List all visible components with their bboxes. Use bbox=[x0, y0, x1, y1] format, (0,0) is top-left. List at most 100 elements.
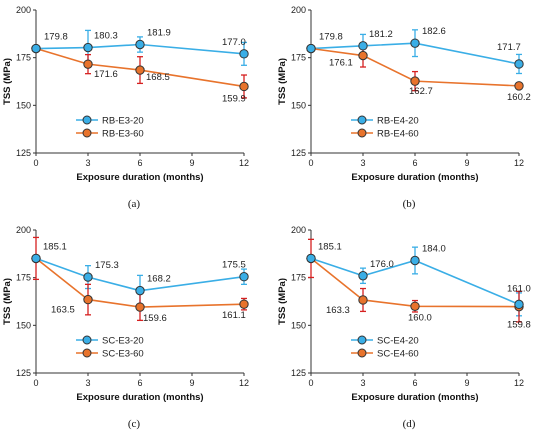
data-point bbox=[410, 301, 420, 311]
y-axis-title: TSS (MPa) bbox=[277, 278, 288, 325]
data-label: 175.3 bbox=[95, 260, 119, 271]
legend-label: RB-E3-60 bbox=[102, 129, 144, 140]
x-tick-label: 12 bbox=[514, 378, 524, 388]
data-label: 176.1 bbox=[329, 58, 353, 69]
data-label: 184.0 bbox=[422, 244, 446, 255]
data-point bbox=[135, 285, 145, 296]
data-point bbox=[514, 59, 524, 69]
data-label: 180.3 bbox=[94, 31, 118, 42]
x-tick-label: 0 bbox=[33, 158, 38, 168]
data-point bbox=[31, 253, 41, 264]
legend-label: SC-E4-20 bbox=[377, 336, 419, 347]
legend-label: SC-E4-60 bbox=[377, 349, 419, 360]
y-tick-label: 200 bbox=[291, 225, 306, 235]
data-point bbox=[358, 271, 368, 281]
series-line-20 bbox=[35, 43, 245, 55]
y-tick-label: 125 bbox=[16, 148, 31, 158]
y-tick-label: 175 bbox=[16, 53, 31, 63]
panel-caption: (a) bbox=[128, 198, 141, 210]
data-point bbox=[410, 38, 420, 48]
x-tick-label: 9 bbox=[189, 158, 194, 168]
panel-b: 125 150 175 200 0 3 6 9 12 Exposure duration (mon… bbox=[277, 5, 531, 210]
data-label: 171.6 bbox=[94, 69, 118, 80]
series-line-60 bbox=[310, 47, 520, 87]
y-tick-label: 200 bbox=[16, 225, 31, 235]
x-axis-title: Exposure duration (months) bbox=[351, 392, 478, 403]
x-tick-label: 3 bbox=[360, 378, 365, 388]
data-label: 175.5 bbox=[222, 260, 246, 271]
series-line-20 bbox=[310, 257, 520, 306]
legend-marker bbox=[357, 348, 367, 358]
data-point bbox=[306, 43, 316, 54]
data-point bbox=[83, 294, 93, 305]
y-tick-label: 175 bbox=[291, 273, 306, 283]
data-point bbox=[306, 253, 316, 264]
data-point bbox=[358, 50, 368, 61]
data-label: 163.5 bbox=[51, 305, 75, 316]
data-point bbox=[358, 295, 368, 305]
legend-marker bbox=[82, 335, 92, 345]
y-tick-label: 125 bbox=[16, 368, 31, 378]
data-label: 161.1 bbox=[222, 310, 246, 321]
legend-marker bbox=[82, 115, 92, 125]
data-point bbox=[239, 49, 249, 59]
x-tick-label: 6 bbox=[412, 158, 417, 168]
x-tick-label: 6 bbox=[137, 378, 142, 388]
y-tick-label: 150 bbox=[291, 320, 306, 330]
data-label: 185.1 bbox=[43, 241, 67, 252]
series-line-60 bbox=[310, 257, 520, 308]
data-label: 179.8 bbox=[44, 32, 68, 43]
series-line-60 bbox=[35, 257, 245, 308]
x-axis-title: Exposure duration (months) bbox=[76, 392, 203, 403]
y-tick-label: 200 bbox=[291, 5, 306, 15]
legend-marker bbox=[357, 128, 367, 138]
data-label: 179.8 bbox=[319, 32, 343, 43]
data-point bbox=[239, 81, 249, 92]
x-tick-label: 9 bbox=[464, 158, 469, 168]
x-tick-label: 3 bbox=[360, 158, 365, 168]
y-axis-title: TSS (MPa) bbox=[2, 278, 13, 325]
y-tick-label: 175 bbox=[16, 273, 31, 283]
x-axis-title: Exposure duration (months) bbox=[351, 172, 478, 183]
data-point bbox=[135, 39, 145, 50]
data-label: 161.0 bbox=[507, 283, 531, 294]
data-point bbox=[410, 76, 420, 86]
legend-marker bbox=[357, 335, 367, 345]
data-label: 181.2 bbox=[369, 29, 393, 40]
x-tick-label: 12 bbox=[239, 158, 249, 168]
data-point bbox=[83, 272, 93, 282]
data-label: 159.6 bbox=[143, 313, 167, 324]
data-label: 181.9 bbox=[147, 28, 171, 39]
x-tick-label: 3 bbox=[85, 158, 90, 168]
data-point bbox=[135, 65, 145, 75]
data-label: 185.1 bbox=[318, 241, 342, 252]
data-point bbox=[83, 42, 93, 53]
data-label: 177.0 bbox=[222, 37, 246, 48]
y-tick-label: 125 bbox=[291, 148, 306, 158]
data-label: 182.6 bbox=[422, 26, 446, 37]
data-label: 163.3 bbox=[326, 305, 350, 316]
data-label: 159.8 bbox=[507, 320, 531, 331]
panel-d: 125 150 175 200 0 3 6 9 12 Exposure duration (mon… bbox=[277, 225, 531, 430]
legend-label: RB-E4-60 bbox=[377, 129, 419, 140]
x-tick-label: 6 bbox=[137, 158, 142, 168]
y-axis-title: TSS (MPa) bbox=[277, 58, 288, 105]
data-label: 176.0 bbox=[370, 259, 394, 270]
panel-caption: (c) bbox=[128, 418, 141, 430]
series-line-20 bbox=[310, 42, 520, 65]
data-point bbox=[135, 302, 145, 312]
data-point bbox=[239, 272, 249, 282]
data-point bbox=[239, 299, 249, 309]
data-point bbox=[83, 59, 93, 69]
y-tick-label: 150 bbox=[16, 320, 31, 330]
x-tick-label: 0 bbox=[308, 378, 313, 388]
legend-label: RB-E3-20 bbox=[102, 116, 144, 127]
legend-marker bbox=[357, 115, 367, 125]
panel-a: 125 150 175 200 0 3 6 9 12 Exposure duration (mon… bbox=[2, 5, 249, 210]
legend-label: RB-E4-20 bbox=[377, 116, 419, 127]
series-line-20 bbox=[35, 257, 245, 292]
x-tick-label: 3 bbox=[85, 378, 90, 388]
data-label: 160.0 bbox=[408, 312, 432, 323]
x-tick-label: 0 bbox=[33, 378, 38, 388]
